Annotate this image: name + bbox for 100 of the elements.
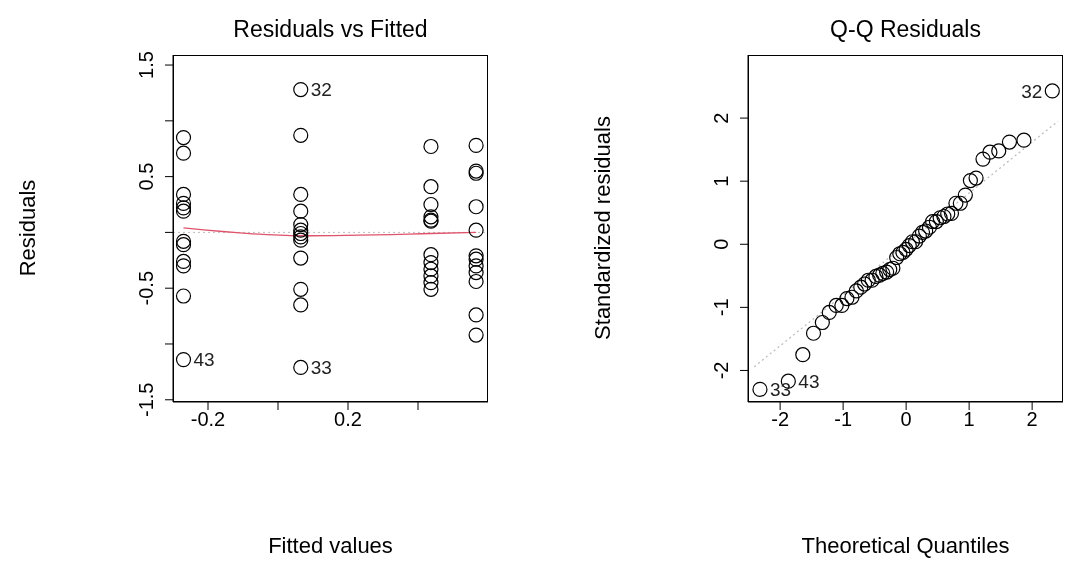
point <box>423 254 439 271</box>
point <box>423 196 439 213</box>
point <box>839 290 855 307</box>
point <box>175 288 192 304</box>
point <box>921 219 938 235</box>
y-tick-label: -1.5 <box>135 382 157 417</box>
point <box>175 129 192 146</box>
point <box>423 261 439 277</box>
chart-title: Q-Q Residuals <box>829 16 982 43</box>
x-tick-label: -1 <box>834 408 853 431</box>
point <box>293 203 309 219</box>
point <box>821 304 837 321</box>
point <box>848 283 864 299</box>
point <box>957 187 973 203</box>
point <box>962 172 978 189</box>
y-tick-label: -0.5 <box>135 270 157 306</box>
chart-title: Residuals vs Fitted <box>232 16 429 43</box>
point <box>853 279 869 295</box>
point <box>468 258 484 274</box>
x-tick-label: 0.2 <box>334 408 362 431</box>
annotation: 33 <box>310 357 332 379</box>
point <box>991 143 1007 159</box>
x-axis-title: Theoretical Quantiles <box>800 533 1011 559</box>
point <box>468 222 484 238</box>
point <box>914 224 931 240</box>
point <box>423 179 439 195</box>
point <box>936 208 952 225</box>
y-tick-label: 2 <box>710 112 732 124</box>
point <box>175 258 192 274</box>
point <box>828 297 844 314</box>
point <box>982 144 998 160</box>
point <box>814 314 830 331</box>
point <box>898 241 914 257</box>
point <box>468 137 484 153</box>
point <box>175 195 192 211</box>
point <box>175 253 192 270</box>
x-tick-label: -2 <box>771 408 790 431</box>
point <box>918 223 934 239</box>
point <box>468 307 484 323</box>
y-tick-label: -1 <box>710 298 732 317</box>
point <box>175 186 192 203</box>
x-tick-label: -0.2 <box>190 408 226 431</box>
point <box>795 347 811 363</box>
annotation: 43 <box>193 349 215 371</box>
y-tick-label: 0.5 <box>135 162 157 191</box>
point <box>901 237 917 254</box>
point <box>423 209 439 225</box>
point <box>293 222 309 238</box>
point <box>1044 83 1060 99</box>
y-tick-label: 0 <box>710 238 732 250</box>
point <box>175 233 192 249</box>
annotation: 33 <box>769 379 792 401</box>
x-tick-label: 2 <box>1026 408 1038 431</box>
point <box>932 210 948 226</box>
point <box>924 213 941 230</box>
annotation: 32 <box>1021 80 1043 102</box>
point <box>293 217 309 233</box>
y-axis-title: Residuals <box>15 178 41 278</box>
point <box>293 359 309 376</box>
x-tick-label: 0 <box>900 408 912 431</box>
point <box>856 276 873 292</box>
point <box>868 268 884 285</box>
point <box>293 281 309 297</box>
annotation: 32 <box>310 79 332 101</box>
y-axis-title: Standardized residuals <box>590 114 616 342</box>
point <box>468 273 484 290</box>
point <box>468 199 484 215</box>
point <box>293 297 309 313</box>
y-tick-label: 1 <box>710 175 732 187</box>
point <box>889 249 905 266</box>
point <box>423 138 439 155</box>
point <box>1016 132 1032 148</box>
point <box>1001 134 1018 150</box>
point <box>940 206 956 222</box>
point <box>844 289 860 305</box>
y-tick-label: 1.5 <box>135 51 157 79</box>
point <box>805 325 822 341</box>
point <box>928 213 944 230</box>
point <box>943 205 960 221</box>
point <box>423 247 439 263</box>
point <box>423 268 439 284</box>
x-tick-label: 1 <box>963 408 975 431</box>
point <box>752 381 768 397</box>
point <box>293 81 309 98</box>
point <box>175 352 192 368</box>
annotation: 43 <box>798 370 820 392</box>
point <box>468 264 484 281</box>
point <box>860 272 876 288</box>
point <box>175 237 192 253</box>
point <box>423 281 439 297</box>
point <box>952 195 968 211</box>
x-axis-title: Fitted values <box>267 533 394 559</box>
point <box>911 228 927 244</box>
point <box>834 297 850 314</box>
point <box>293 186 309 203</box>
point <box>948 195 964 211</box>
point <box>468 327 484 343</box>
point <box>293 127 309 143</box>
point <box>864 272 880 288</box>
point <box>423 275 439 291</box>
